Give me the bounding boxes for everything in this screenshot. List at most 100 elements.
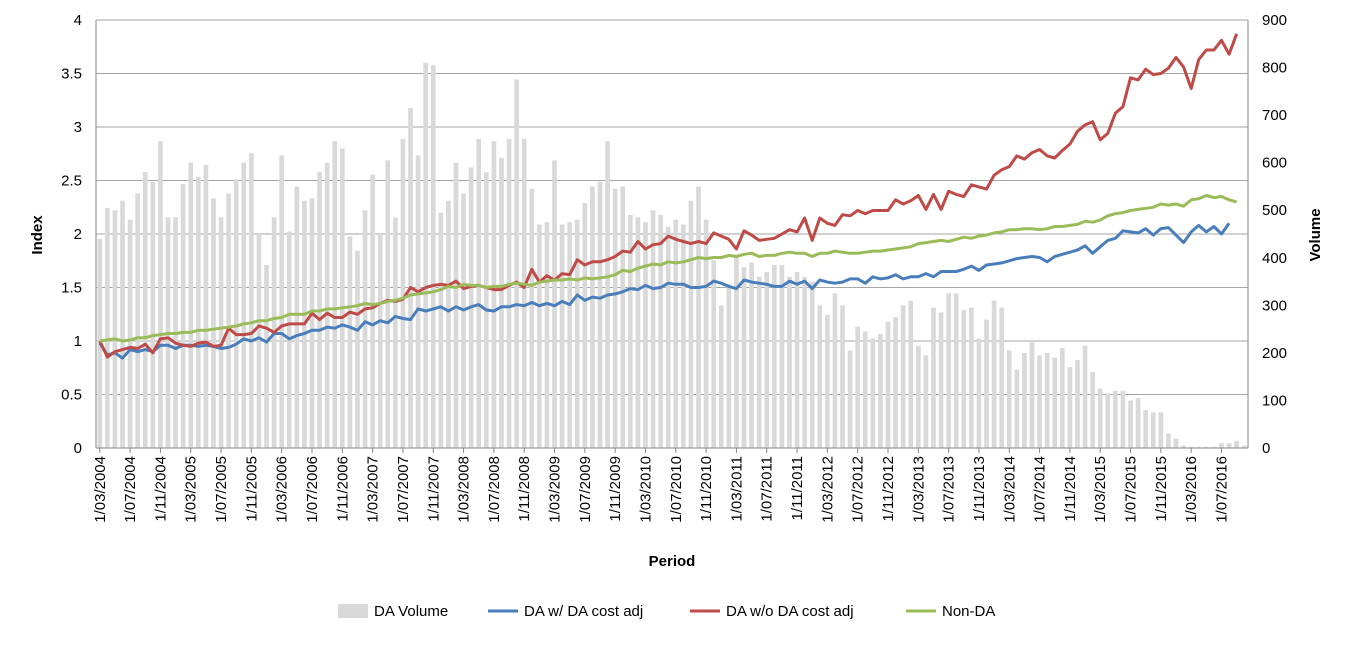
volume-bar xyxy=(218,217,224,448)
x-tick-label: 1/11/2009 xyxy=(607,456,624,522)
y-tick-label: 0.5 xyxy=(61,387,82,404)
volume-bar xyxy=(241,162,247,448)
volume-bar xyxy=(1029,341,1035,448)
volume-bar xyxy=(211,198,216,448)
x-tick-label: 1/07/2005 xyxy=(213,456,230,523)
y2-tick-label: 700 xyxy=(1262,107,1287,124)
x-tick-label: 1/03/2008 xyxy=(456,456,473,523)
volume-bar xyxy=(1082,345,1088,448)
x-tick-label: 1/07/2012 xyxy=(850,456,867,523)
volume-bar xyxy=(347,236,353,448)
volume-bar xyxy=(233,179,239,449)
x-tick-label: 1/11/2015 xyxy=(1153,456,1170,522)
x-tick-label: 1/07/2004 xyxy=(122,456,139,523)
x-tick-label: 1/11/2013 xyxy=(971,456,988,522)
volume-bar xyxy=(514,79,519,448)
volume-bar xyxy=(567,222,573,448)
legend-label: DA w/o DA cost adj xyxy=(726,603,854,620)
volume-bar xyxy=(506,138,512,448)
volume-bar xyxy=(991,300,997,448)
volume-bar xyxy=(832,293,838,448)
volume-bar xyxy=(711,260,717,448)
y2-tick-label: 400 xyxy=(1262,250,1287,267)
volume-bar xyxy=(688,200,694,448)
volume-bar xyxy=(915,345,921,448)
x-tick-label: 1/11/2007 xyxy=(425,456,442,522)
volume-bar xyxy=(969,307,974,448)
volume-bar xyxy=(1059,348,1065,448)
volume-bar xyxy=(908,300,914,448)
volume-bar xyxy=(590,186,595,448)
volume-bar xyxy=(1037,355,1042,448)
volume-bar xyxy=(529,188,535,449)
volume-bar xyxy=(1234,440,1239,448)
x-tick-label: 1/07/2010 xyxy=(668,456,685,523)
volume-bar xyxy=(885,321,891,448)
volume-bar xyxy=(279,155,285,449)
x-tick-label: 1/07/2009 xyxy=(577,456,594,523)
volume-bar xyxy=(794,272,800,448)
volume-bar xyxy=(726,283,732,448)
x-tick-label: 1/03/2010 xyxy=(637,456,654,523)
volume-bar xyxy=(332,141,338,448)
volume-bar xyxy=(438,212,444,448)
volume-bar xyxy=(415,155,421,449)
y-tick-label: 2.5 xyxy=(61,173,82,190)
y-tick-label: 3 xyxy=(74,119,82,136)
volume-bar xyxy=(1158,412,1164,448)
volume-bar xyxy=(127,219,133,448)
x-tick-label: 1/03/2004 xyxy=(92,456,109,523)
volume-bar xyxy=(461,193,466,448)
x-tick-label: 1/11/2012 xyxy=(880,456,897,522)
volume-bar xyxy=(900,305,906,448)
volume-bar xyxy=(491,141,497,448)
volume-bar xyxy=(324,162,330,448)
volume-bar xyxy=(878,333,883,448)
volume-bar xyxy=(355,250,360,448)
volume-bar xyxy=(840,305,845,448)
volume-bar xyxy=(393,217,398,448)
index-lines xyxy=(98,33,1239,360)
volume-bar xyxy=(779,264,785,448)
volume-bar xyxy=(817,305,823,448)
volume-bar xyxy=(703,219,709,448)
volume-bar xyxy=(764,272,770,448)
volume-bar xyxy=(408,107,413,448)
volume-bar xyxy=(309,198,315,448)
legend-label: Non-DA xyxy=(942,603,995,620)
volume-bar xyxy=(673,219,679,448)
right-axis-ticks: 0 100 200 300 400 500 600 700 800 900 xyxy=(1262,12,1287,457)
volume-bar xyxy=(105,207,110,448)
volume-bar xyxy=(1105,393,1111,448)
volume-bar xyxy=(574,219,580,448)
volume-bar xyxy=(582,203,588,448)
volume-bar xyxy=(249,153,254,448)
volume-bar xyxy=(446,200,451,448)
volume-bar xyxy=(749,262,754,448)
volume-bar xyxy=(1241,445,1247,448)
volume-bar xyxy=(627,214,633,448)
y2-tick-label: 800 xyxy=(1262,60,1287,77)
x-tick-label: 1/11/2006 xyxy=(334,456,351,522)
y-tick-label: 1 xyxy=(74,333,82,350)
series-line-1 xyxy=(98,222,1231,360)
volume-bar xyxy=(635,217,641,448)
volume-bar xyxy=(544,222,550,448)
volume-bar xyxy=(1097,388,1103,448)
y-tick-label: 2 xyxy=(74,226,82,243)
x-tick-label: 1/11/2005 xyxy=(243,456,260,522)
x-axis-title: Period xyxy=(649,553,696,570)
volume-bar xyxy=(984,319,989,448)
volume-bar xyxy=(1014,369,1020,448)
volume-bar xyxy=(377,234,383,448)
volume-bar xyxy=(476,138,482,448)
volume-bar xyxy=(1173,438,1179,448)
volume-bar xyxy=(226,193,231,448)
volume-bar xyxy=(847,350,853,448)
volume-bar xyxy=(188,162,194,448)
volume-bar xyxy=(1052,357,1058,448)
volume-bar xyxy=(961,310,967,448)
x-tick-label: 1/07/2007 xyxy=(395,456,412,523)
x-tick-label: 1/11/2010 xyxy=(698,456,715,522)
volume-bar xyxy=(339,148,345,448)
